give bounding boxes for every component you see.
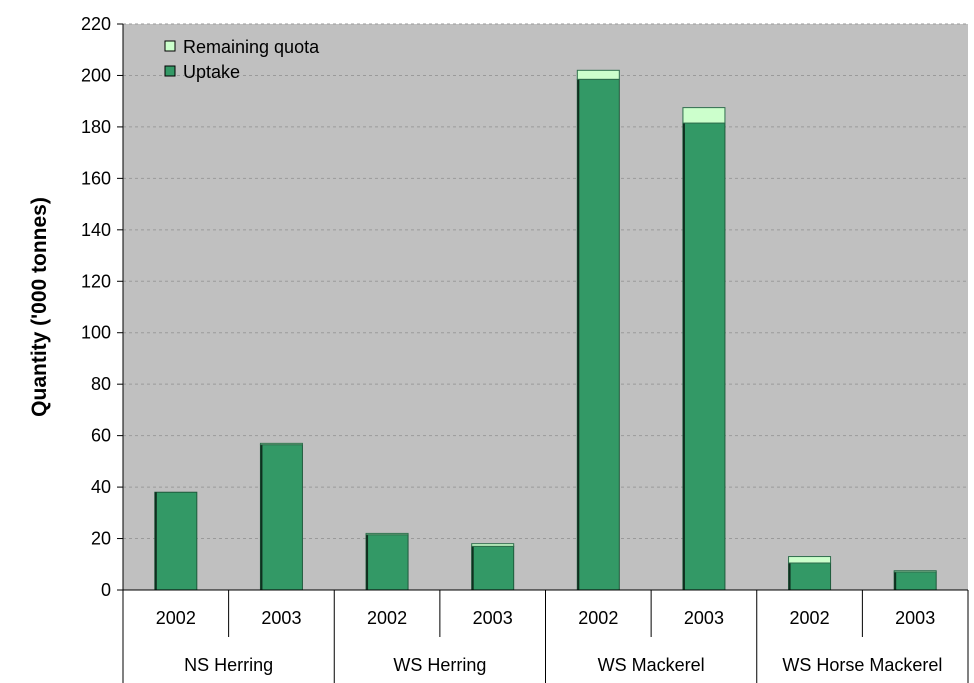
x-category-label: 2002 <box>156 608 196 628</box>
bar-uptake <box>682 122 726 591</box>
y-tick-label: 120 <box>81 271 111 291</box>
bar-uptake <box>365 534 409 591</box>
legend-label-uptake: Uptake <box>183 62 240 82</box>
bar-remaining-quota <box>682 107 726 124</box>
bar-remaining-quota <box>576 69 620 80</box>
x-group-label: WS Horse Mackerel <box>782 655 942 675</box>
bar-remaining-quota <box>259 442 303 446</box>
bar-remaining-quota <box>788 556 832 564</box>
bar-uptake <box>893 571 937 591</box>
y-tick-label: 220 <box>81 14 111 34</box>
x-category-label: 2003 <box>473 608 513 628</box>
x-category-label: 2002 <box>367 608 407 628</box>
bars <box>154 69 937 591</box>
x-category-label: 2003 <box>261 608 301 628</box>
x-category-label: 2003 <box>895 608 935 628</box>
y-axis-label: Quantity ('000 tonnes) <box>28 197 51 417</box>
y-tick-label: 80 <box>91 374 111 394</box>
bar-uptake <box>154 491 198 591</box>
y-tick-label: 20 <box>91 529 111 549</box>
bar-remaining-quota <box>471 543 515 547</box>
y-tick-label: 160 <box>81 168 111 188</box>
legend: Remaining quota Uptake <box>164 37 320 82</box>
plot-area <box>123 24 968 590</box>
legend-swatch-uptake <box>164 65 176 77</box>
y-tick-label: 200 <box>81 65 111 85</box>
bar-remaining-quota <box>365 532 409 536</box>
bar-uptake <box>259 444 303 591</box>
bar-uptake <box>471 545 515 591</box>
x-category-label: 2002 <box>790 608 830 628</box>
y-tick-label: 40 <box>91 477 111 497</box>
y-axis-ticks: 0 20 40 60 80 100 120 140 160 180 200 220 <box>81 14 123 600</box>
bar-uptake <box>576 78 620 591</box>
x-category-label: 2003 <box>684 608 724 628</box>
y-tick-label: 60 <box>91 426 111 446</box>
bar-remaining-quota <box>893 570 937 573</box>
legend-swatch-remaining-quota <box>164 40 176 52</box>
x-group-label: NS Herring <box>184 655 273 675</box>
x-axis: 2002 2003 2002 2003 2002 2003 2002 2003 NS Herri… <box>122 590 969 683</box>
legend-label-remaining-quota: Remaining quota <box>183 37 320 57</box>
bar-uptake <box>788 562 832 591</box>
x-category-label: 2002 <box>578 608 618 628</box>
y-tick-label: 0 <box>101 580 111 600</box>
x-group-label: WS Mackerel <box>598 655 705 675</box>
y-tick-label: 180 <box>81 117 111 137</box>
y-tick-label: 140 <box>81 220 111 240</box>
x-group-label: WS Herring <box>393 655 486 675</box>
y-tick-label: 100 <box>81 323 111 343</box>
